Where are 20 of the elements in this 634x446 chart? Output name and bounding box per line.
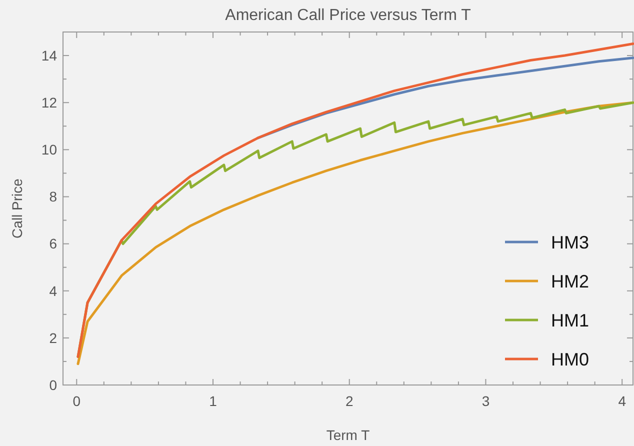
y-axis-title: Call Price (9, 178, 25, 238)
y-tick-label: 8 (49, 188, 58, 205)
y-tick-label: 2 (49, 330, 58, 346)
legend-label: HM2 (551, 271, 590, 292)
y-tick-label: 6 (49, 236, 58, 252)
legend-label: HM1 (551, 310, 590, 330)
x-tick-label: 1 (209, 393, 218, 409)
y-tick-label: 4 (49, 282, 58, 299)
x-tick-label: 4 (618, 393, 626, 409)
y-tick-label: 10 (41, 142, 58, 158)
x-tick-label: 3 (482, 393, 490, 409)
x-tick-label: 0 (72, 393, 81, 409)
legend-label: HM3 (551, 232, 590, 252)
chart-title: American Call Price versus Term T (225, 7, 472, 24)
y-tick-label: 14 (41, 47, 58, 64)
x-axis-title: Term T (326, 427, 370, 443)
y-tick-label: 0 (49, 376, 58, 393)
legend-label: HM0 (551, 349, 590, 370)
y-tick-label: 12 (41, 94, 58, 110)
x-tick-label: 2 (345, 393, 354, 409)
